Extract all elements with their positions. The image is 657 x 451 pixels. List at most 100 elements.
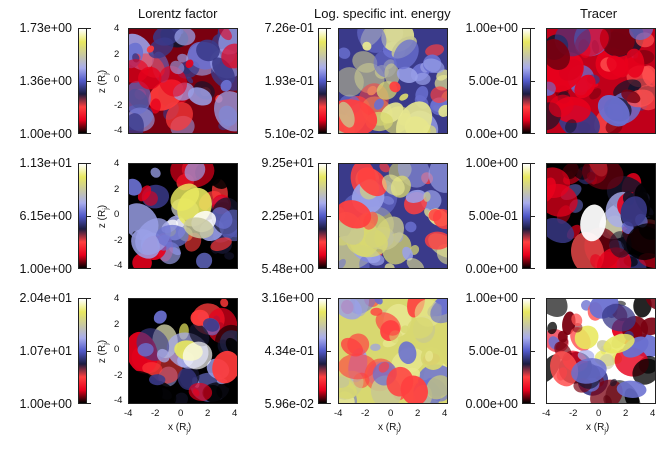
colorbar-label-min: 1.00e+00 [19, 262, 72, 276]
column-title-log-specific-internal-energy: Log. specific int. energy [314, 6, 451, 21]
colorbar [318, 298, 327, 404]
y-axis-label: z (Rj) [97, 69, 111, 94]
colorbar-label-min: 0.00e+00 [465, 127, 518, 141]
colorbar-label-max: 2.04e+01 [19, 291, 72, 305]
colorbar-label-min: 0.00e+00 [465, 262, 518, 276]
colorbar-label-max: 9.25e+01 [261, 156, 314, 170]
colorbar-tick [87, 80, 91, 82]
colorbar-tick [327, 215, 331, 217]
colorbar-tick [87, 133, 91, 134]
colorbar-label-mid: 1.36e+00 [19, 74, 72, 88]
colorbar-label-mid: 4.34e-01 [264, 344, 314, 358]
colorbar-tick [327, 133, 331, 134]
y-tick-label: -2 [114, 369, 123, 381]
colorbar [522, 163, 531, 269]
column-title-tracer: Tracer [580, 6, 618, 21]
x-tick-label: -4 [334, 408, 343, 419]
y-tick-label: 4 [114, 23, 120, 34]
colorbar-tick [327, 268, 331, 269]
colorbar-label-min: 1.00e+00 [19, 127, 72, 141]
colorbar-tick [327, 28, 331, 29]
simulation-panel [338, 28, 448, 134]
colorbar [78, 298, 87, 404]
colorbar-label-max: 1.13e+01 [19, 156, 72, 170]
y-tick-label: 2 [114, 318, 120, 330]
colorbar-tick [531, 163, 535, 164]
colorbar-label-min: 1.00e+00 [19, 397, 72, 411]
column-title-lorentz-factor: Lorentz factor [138, 6, 218, 21]
y-tick-label: 2 [114, 183, 120, 195]
y-axis-label: z (Rj) [97, 204, 111, 229]
y-tick-label: 0 [114, 209, 120, 220]
colorbar-tick [87, 163, 91, 164]
colorbar [522, 298, 531, 404]
y-tick-label: 0 [114, 74, 120, 85]
colorbar-label-min: 5.96e-02 [264, 397, 314, 411]
simulation-panel [338, 163, 448, 269]
colorbar-tick [87, 215, 91, 217]
colorbar-label-max: 1.73e+00 [19, 21, 72, 35]
y-tick-label: 0 [114, 344, 120, 355]
simulation-panel [128, 298, 238, 404]
colorbar-label-max: 1.00e+00 [465, 156, 518, 170]
simulation-panel [546, 163, 656, 269]
x-tick-label: 0 [596, 408, 602, 419]
x-tick-label: 0 [178, 408, 184, 419]
colorbar-label-min: 5.10e-02 [264, 127, 314, 141]
y-tick-label: -4 [114, 260, 123, 271]
colorbar-label-mid: 6.15e+00 [19, 209, 72, 223]
colorbar-tick [327, 80, 331, 82]
colorbar-tick [87, 350, 91, 352]
colorbar-tick [87, 268, 91, 269]
colorbar-tick [531, 215, 535, 217]
colorbar-label-max: 1.00e+00 [465, 21, 518, 35]
colorbar-label-mid: 5.00e-01 [468, 344, 518, 358]
colorbar [522, 28, 531, 134]
x-tick-label: 0 [388, 408, 394, 419]
x-tick-label: 4 [650, 408, 656, 419]
x-tick-label: -4 [124, 408, 133, 419]
colorbar-tick [531, 28, 535, 29]
simulation-panel [338, 298, 448, 404]
y-tick-label: 4 [114, 293, 120, 304]
colorbar-label-mid: 2.25e+01 [261, 209, 314, 223]
colorbar-tick [327, 403, 331, 404]
x-axis-label: x (Rj) [586, 422, 610, 435]
x-tick-label: -4 [542, 408, 551, 419]
colorbar-tick [531, 403, 535, 404]
colorbar [318, 163, 327, 269]
simulation-panel [128, 163, 238, 269]
y-tick-label: 2 [114, 48, 120, 60]
colorbar-tick [87, 28, 91, 29]
colorbar-tick [87, 403, 91, 404]
x-axis-label: x (Rj) [378, 422, 402, 435]
colorbar-label-min: 5.48e+00 [261, 262, 314, 276]
colorbar-label-mid: 1.93e-01 [264, 74, 314, 88]
y-tick-label: 4 [114, 158, 120, 169]
x-tick-label: 4 [232, 408, 238, 419]
y-axis-label: z (Rj) [97, 339, 111, 364]
y-tick-label: -2 [114, 234, 123, 246]
colorbar-tick [531, 350, 535, 352]
colorbar-label-mid: 1.07e+01 [19, 344, 72, 358]
x-tick-label: -2 [151, 408, 160, 419]
colorbar-tick [327, 298, 331, 299]
colorbar-label-mid: 5.00e-01 [468, 74, 518, 88]
colorbar [78, 28, 87, 134]
colorbar-label-mid: 5.00e-01 [468, 209, 518, 223]
colorbar-label-min: 0.00e+00 [465, 397, 518, 411]
colorbar [78, 163, 87, 269]
x-tick-label: 2 [205, 408, 211, 419]
colorbar-tick [327, 350, 331, 352]
colorbar-label-max: 3.16e+00 [261, 291, 314, 305]
y-tick-label: -2 [114, 99, 123, 111]
simulation-panel [546, 298, 656, 404]
simulation-panel [128, 28, 238, 134]
x-tick-label: -2 [361, 408, 370, 419]
colorbar-tick [531, 80, 535, 82]
colorbar-tick [531, 298, 535, 299]
x-tick-label: 2 [623, 408, 629, 419]
colorbar-tick [87, 298, 91, 299]
colorbar-tick [327, 163, 331, 164]
x-axis-label: x (Rj) [168, 422, 192, 435]
